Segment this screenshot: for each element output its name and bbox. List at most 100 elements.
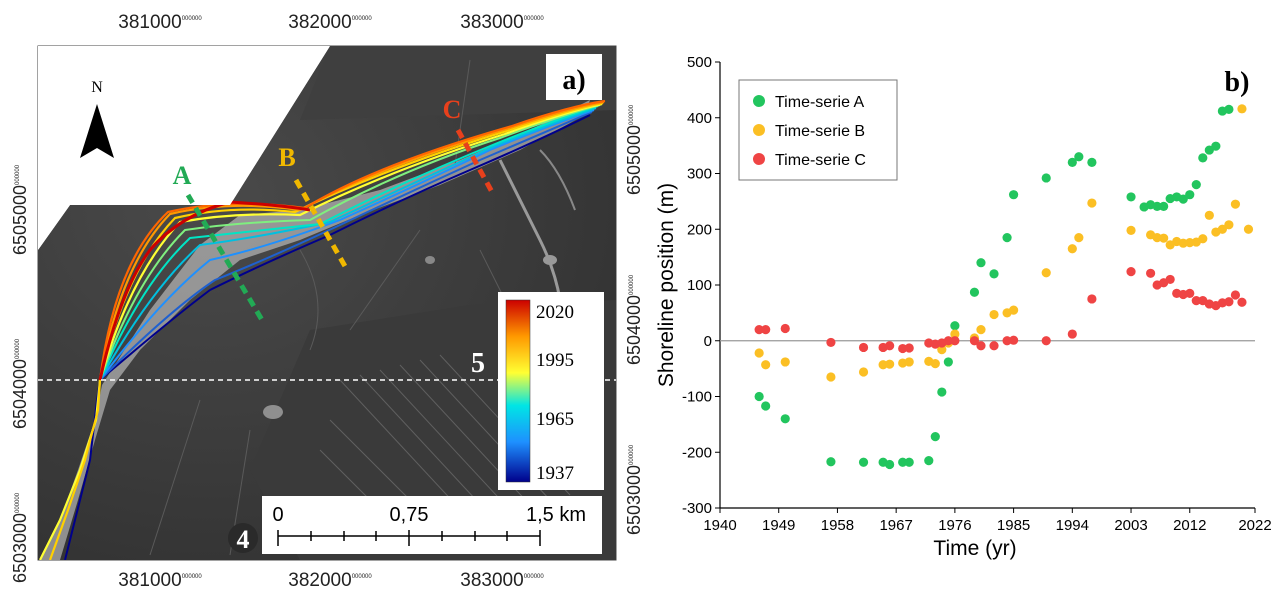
map-x-tick-sup: 000000: [182, 16, 203, 22]
point-series-a: [1041, 173, 1051, 183]
map-y-tick-sup: 000000: [15, 338, 21, 359]
point-series-b: [1230, 199, 1241, 209]
point-series-b: [826, 372, 836, 382]
legend-marker-c: [753, 153, 765, 165]
point-series-b: [1224, 220, 1234, 230]
map-x-ticks-bottom: 381000000000 382000000000 383000000000: [118, 570, 544, 591]
legend-marker-a: [753, 95, 765, 107]
point-series-c: [1165, 274, 1175, 285]
point-series-b: [1008, 305, 1019, 315]
map-y-tick: 6505000: [624, 125, 644, 195]
point-series-c: [1041, 336, 1051, 346]
point-series-c: [1146, 268, 1156, 278]
point-series-a: [1185, 190, 1195, 200]
point-series-c: [1185, 288, 1195, 298]
point-series-c: [1126, 267, 1136, 277]
y-tick-label: 100: [687, 277, 712, 294]
chart-svg: -300 -200 -100 0 100 200 300 400 500 1940 1949 195…: [655, 54, 1272, 560]
point-series-b: [989, 309, 999, 320]
x-tick-label: 2022: [1238, 517, 1271, 534]
zone-marker-4: [228, 523, 258, 553]
point-series-b: [754, 348, 764, 358]
point-series-b: [1204, 210, 1214, 220]
no-data-area: [38, 46, 330, 250]
point-series-c: [976, 341, 986, 351]
point-series-b: [1074, 233, 1084, 243]
map-y-ticks-right: 6505000000000 6504000 000000 650300000000…: [624, 104, 644, 535]
point-series-b: [930, 359, 940, 369]
point-series-a: [969, 287, 980, 297]
point-series-c: [950, 336, 960, 346]
svg-text:6503000000000: 6503000000000: [624, 444, 644, 535]
point-series-a: [1211, 141, 1221, 151]
colorbar-tick: 1965: [536, 409, 574, 430]
y-ticks: -300 -200 -100 0 100 200 300 400 500: [682, 54, 720, 517]
point-series-a: [826, 457, 836, 467]
point-series-c: [1230, 290, 1241, 300]
point-series-a: [754, 391, 764, 402]
svg-text:382000000000: 382000000000: [288, 12, 372, 33]
map-y-tick-sup: 000000: [15, 164, 21, 185]
point-series-a: [1178, 194, 1188, 204]
point-series-a: [1002, 233, 1012, 243]
svg-text:381000000000: 381000000000: [118, 12, 202, 33]
map-x-tick-sup: 000000: [352, 574, 373, 580]
point-series-a: [761, 401, 771, 411]
svg-text:6505000000000: 6505000000000: [624, 104, 644, 195]
map-panel-label: a): [562, 65, 585, 96]
point-series-c: [780, 323, 790, 334]
point-series-a: [1152, 201, 1162, 211]
y-tick-label: -100: [682, 389, 712, 406]
x-tick-label: 1985: [997, 517, 1030, 534]
legend: Time-serie A Time-serie B Time-serie C: [738, 79, 898, 181]
point-series-c: [1008, 335, 1019, 345]
north-label: N: [91, 79, 103, 96]
map-y-tick-sup: 000000: [629, 104, 635, 125]
y-tick-label: 500: [687, 54, 712, 71]
point-series-b: [885, 359, 895, 369]
point-series-a: [780, 414, 790, 424]
y-tick-label: 0: [704, 333, 712, 350]
transect-b-line: [293, 178, 349, 270]
point-series-a: [885, 459, 895, 470]
y-tick-label: 300: [687, 166, 712, 183]
svg-text:383000000000: 383000000000: [460, 570, 544, 591]
svg-text:383000000000: 383000000000: [460, 12, 544, 33]
point-series-b: [761, 360, 771, 370]
chart-panel-label: b): [1225, 67, 1250, 98]
point-series-a: [1087, 157, 1097, 167]
legend-marker-b: [753, 124, 765, 136]
svg-text:6503000000000: 6503000000000: [10, 492, 30, 583]
map-y-tick: 6504000: [624, 295, 644, 365]
map-svg: 381000000000 382000000000 383000000000 3…: [10, 12, 644, 591]
map-x-tick: 381000: [118, 570, 181, 591]
transects: A B C: [173, 95, 495, 322]
map-y-tick-sup: 000000: [15, 492, 21, 513]
point-series-b: [937, 345, 947, 355]
map-x-tick: 383000: [460, 570, 523, 591]
point-series-b: [1237, 104, 1247, 114]
point-series-c: [858, 342, 869, 353]
chart-panel: -300 -200 -100 0 100 200 300 400 500 1940 1949 195…: [655, 0, 1286, 596]
transect-c-line: [455, 128, 495, 194]
point-series-a: [1074, 152, 1084, 162]
map-y-ticks-left: 6505000000000 6504000000000 650300000000…: [10, 164, 30, 583]
point-series-c: [1067, 329, 1077, 339]
point-series-b: [858, 367, 869, 377]
map-panel: 381000000000 382000000000 383000000000 3…: [10, 12, 644, 591]
x-tick-label: 2012: [1173, 517, 1206, 534]
map-x-tick: 382000: [288, 570, 351, 591]
point-series-a: [904, 457, 914, 467]
map-x-ticks-top: 381000000000 382000000000 383000000000: [118, 12, 544, 33]
colorbar-tick: 2020: [536, 302, 574, 323]
legend-label-c: Time-serie C: [775, 152, 866, 169]
point-series-c: [826, 337, 836, 348]
colorbar-gradient: [505, 299, 531, 483]
point-series-b: [950, 329, 960, 339]
point-series-b: [1087, 198, 1097, 208]
y-axis-title: Shoreline position (m): [655, 183, 678, 387]
zone-label-5: 5: [471, 348, 485, 379]
point-series-b: [904, 357, 914, 367]
point-series-a: [1126, 192, 1136, 202]
